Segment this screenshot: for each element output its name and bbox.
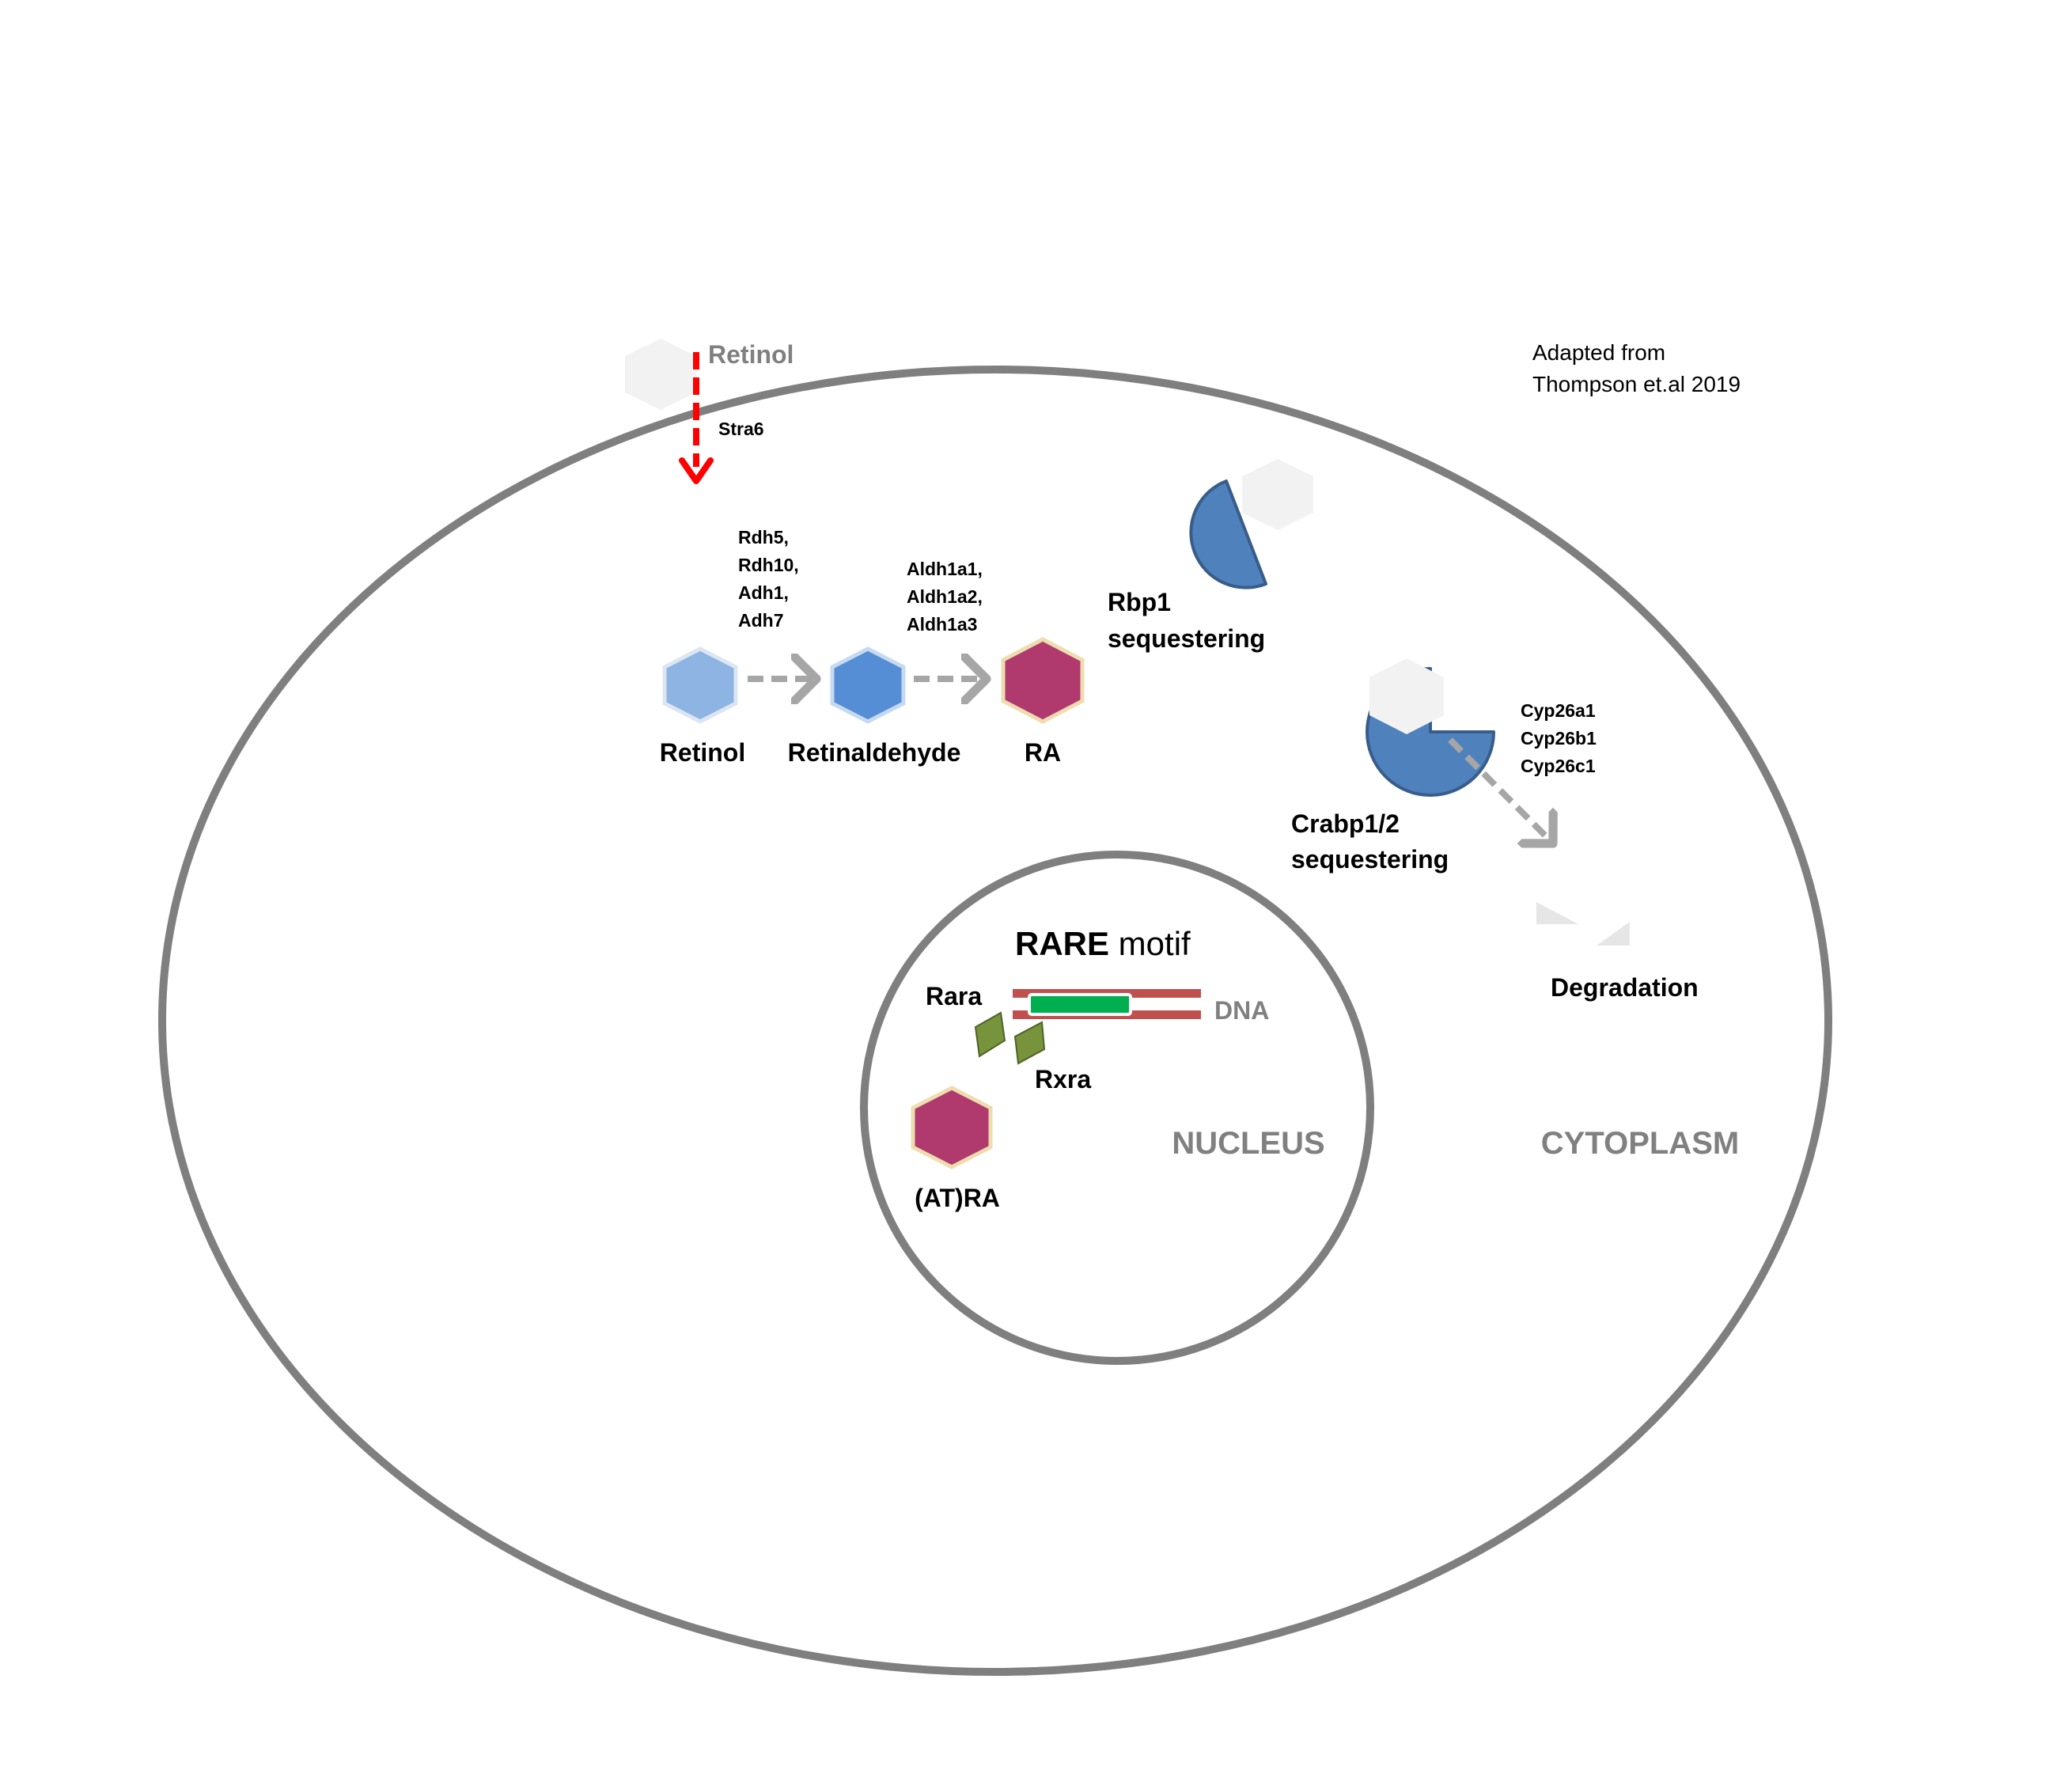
enzyme-adh1: Adh1, <box>738 582 789 603</box>
enzyme-cyp26a1: Cyp26a1 <box>1521 700 1596 721</box>
rxra-receptor <box>1013 1021 1046 1065</box>
nucleus-label: NUCLEUS <box>1172 1126 1324 1161</box>
retinol-label: Retinol <box>660 738 745 767</box>
cytoplasm-label: CYTOPLASM <box>1541 1126 1739 1161</box>
degraded-fragment-right <box>1597 922 1630 946</box>
rara-receptor <box>974 1011 1006 1058</box>
extracellular-retinol-label: Retinol <box>708 340 794 369</box>
rare-motif-box <box>1028 993 1132 1016</box>
rbp1-protein <box>1189 479 1267 589</box>
enzyme-cyp26b1: Cyp26b1 <box>1521 728 1597 749</box>
step1-enzymes: Rdh5, Rdh10, Adh1, Adh7 <box>738 527 799 631</box>
rbp1-bound-retinol-hexagon <box>1242 459 1313 530</box>
enzyme-adh7: Adh7 <box>738 610 784 631</box>
retinaldehyde-label: Retinaldehyde <box>788 738 961 767</box>
ra-hexagon <box>1001 637 1085 724</box>
dna-double-strand <box>1013 989 1201 1019</box>
stra6-label: Stra6 <box>718 419 764 439</box>
citation-line2: Thompson et.al 2019 <box>1532 372 1741 396</box>
rara-label: Rara <box>926 982 982 1010</box>
crabp-bound-ra-hexagon <box>1369 658 1444 734</box>
extracellular-retinol-hexagon <box>625 339 696 410</box>
retinaldehyde-hexagon <box>830 646 906 724</box>
stra6-import-arrowhead <box>679 457 714 484</box>
rare-motif-bold: RARE <box>1015 925 1109 962</box>
retinol-hexagon <box>662 646 738 724</box>
rbp1-label-line1: Rbp1 <box>1108 588 1171 616</box>
enzyme-rdh10: Rdh10, <box>738 555 799 575</box>
atra-label: (AT)RA <box>915 1184 1000 1212</box>
enzyme-aldh1a3: Aldh1a3 <box>907 614 977 635</box>
rbp1-label-line2: sequestering <box>1108 624 1265 653</box>
step2-enzymes: Aldh1a1, Aldh1a2, Aldh1a3 <box>907 559 983 635</box>
rare-motif-rest: motif <box>1109 925 1191 962</box>
degraded-fragment-left <box>1536 902 1578 924</box>
cyp26-enzymes: Cyp26a1 Cyp26b1 Cyp26c1 <box>1521 700 1597 776</box>
enzyme-aldh1a1: Aldh1a1, <box>907 559 983 579</box>
citation-line1: Adapted from <box>1532 340 1665 365</box>
rxra-label: Rxra <box>1035 1065 1091 1093</box>
nucleus-membrane <box>860 851 1374 1365</box>
cell-membrane <box>158 366 1832 1676</box>
rare-motif-title: RARE motif <box>1015 925 1191 962</box>
enzyme-aldh1a2: Aldh1a2, <box>907 586 983 607</box>
crabp-label-line2: sequestering <box>1291 845 1449 874</box>
degradation-arrow <box>1448 737 1553 843</box>
enzyme-rdh5: Rdh5, <box>738 527 789 548</box>
dna-label: DNA <box>1214 996 1269 1025</box>
enzyme-cyp26c1: Cyp26c1 <box>1521 756 1596 776</box>
crabp-label-line1: Crabp1/2 <box>1291 809 1400 838</box>
degradation-label: Degradation <box>1551 973 1699 1002</box>
ra-label: RA <box>1025 738 1061 767</box>
atra-hexagon <box>911 1086 993 1169</box>
